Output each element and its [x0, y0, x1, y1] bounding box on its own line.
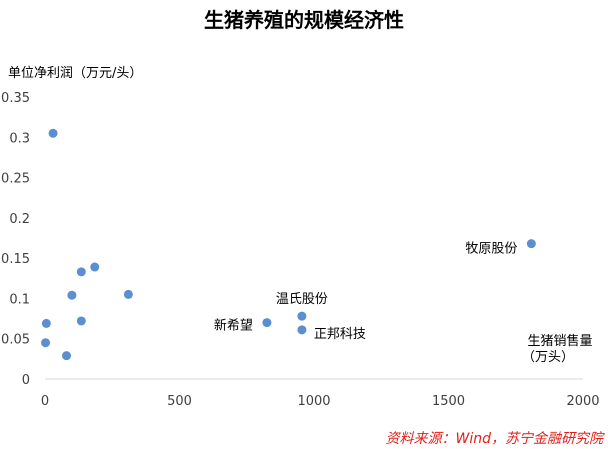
y-tick-label: 0.15	[1, 252, 30, 267]
point-label: 温氏股份	[276, 292, 328, 307]
data-point	[76, 316, 86, 326]
y-tick-label: 0	[22, 373, 30, 388]
y-tick-label: 0.2	[9, 212, 30, 227]
y-tick-label: 0.25	[1, 172, 30, 187]
point-label: 牧原股份	[465, 242, 517, 257]
x-tick-label: 2000	[566, 394, 599, 409]
x-tick-label: 1000	[297, 394, 330, 409]
x-tick-label: 1500	[432, 394, 465, 409]
data-point	[526, 239, 536, 249]
y-tick-label: 0.05	[1, 333, 30, 348]
data-point	[48, 128, 58, 138]
data-point	[76, 267, 86, 277]
data-point	[123, 289, 133, 299]
x-tick-label: 0	[41, 394, 49, 409]
data-point	[90, 262, 100, 272]
data-point	[67, 290, 77, 300]
data-point	[41, 318, 51, 328]
y-tick-label: 0.35	[1, 91, 30, 106]
chart-title: 生猪养殖的规模经济性	[204, 8, 404, 32]
x-tick-label: 500	[167, 394, 192, 409]
x-axis-label-line-1: 生猪销售量	[527, 333, 592, 349]
y-tick-label: 0.3	[9, 131, 30, 146]
data-point	[262, 318, 272, 328]
data-points	[41, 128, 536, 361]
source-note: 资料来源：Wind，苏宁金融研究院	[386, 431, 605, 447]
x-axis-ticks: 0 500 1000 1500 2000	[41, 394, 600, 409]
data-point	[62, 351, 72, 361]
point-label: 新希望	[214, 318, 253, 334]
y-axis-label: 单位净利润（万元/头）	[8, 66, 142, 81]
x-axis-label-line-2: （万头）	[522, 350, 574, 365]
point-label: 正邦科技	[314, 327, 366, 342]
data-point	[297, 325, 307, 335]
y-axis-ticks: 0 0.05 0.1 0.15 0.2 0.25 0.3 0.35	[1, 91, 30, 388]
data-point	[297, 311, 307, 321]
data-point	[41, 338, 51, 348]
y-tick-label: 0.1	[9, 292, 30, 307]
